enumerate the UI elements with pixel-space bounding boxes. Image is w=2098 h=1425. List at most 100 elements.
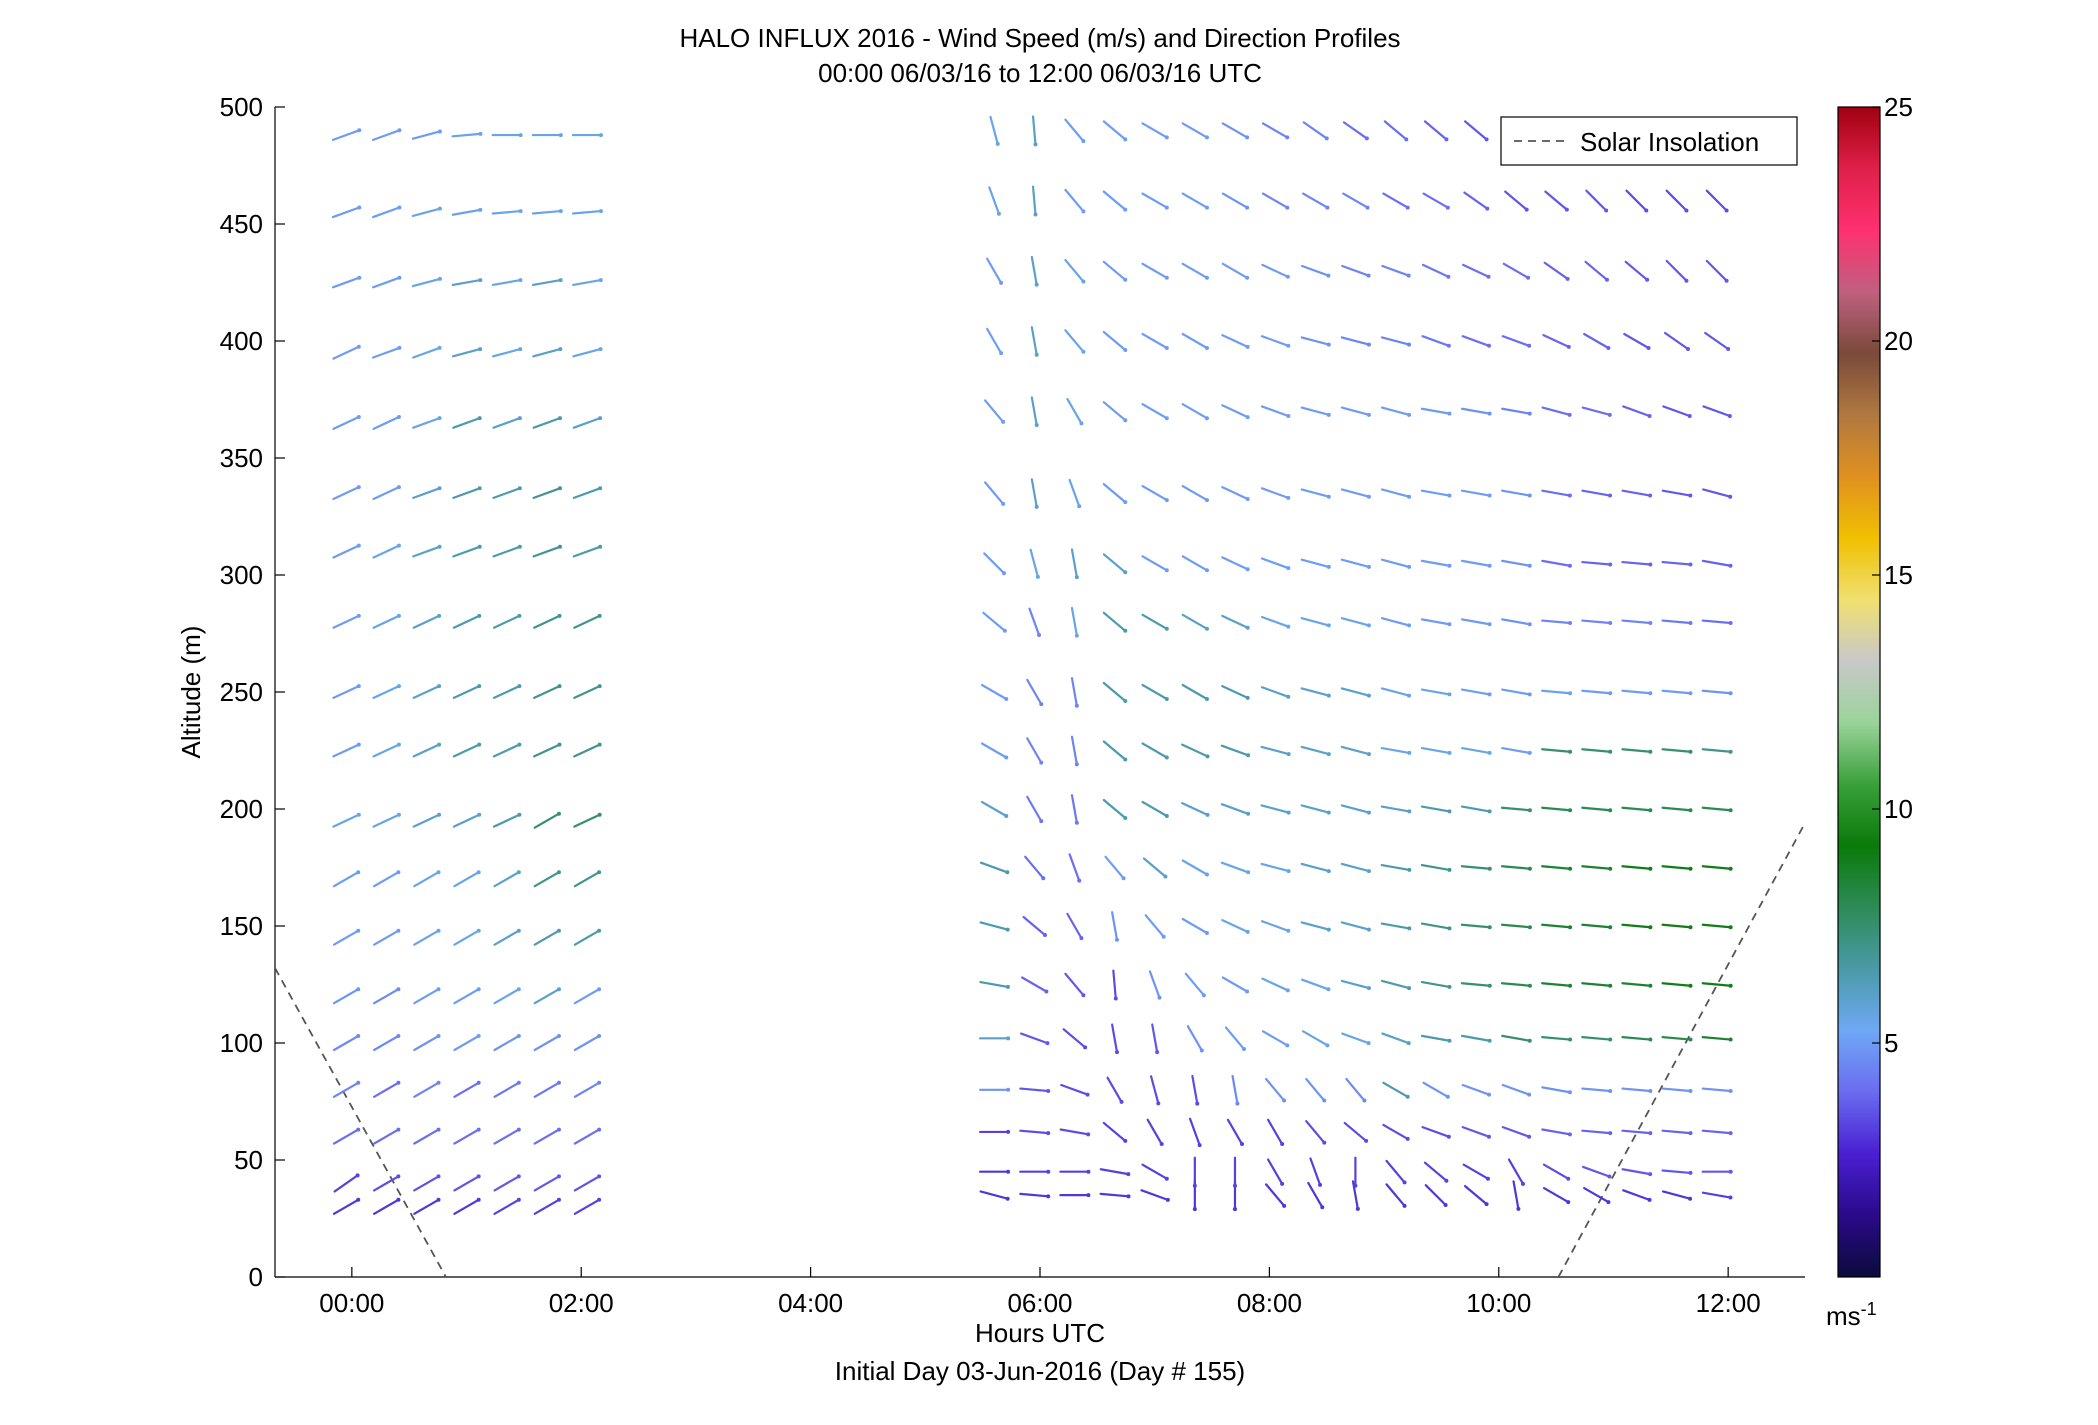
wind-vector — [979, 1087, 1011, 1092]
wind-vector — [1302, 1030, 1330, 1048]
wind-vector — [1141, 485, 1169, 503]
wind-vector — [572, 416, 603, 429]
wind-vector — [1300, 687, 1331, 698]
wind-vector — [1420, 489, 1452, 498]
wind-vector — [1265, 1077, 1287, 1103]
wind-vector — [1460, 1034, 1492, 1043]
wind-vector — [1181, 485, 1209, 503]
wind-vector — [413, 870, 441, 888]
wind-vector — [1261, 192, 1290, 210]
wind-vector — [411, 129, 442, 140]
axis-ticks: 00:00 02:00 04:00 06:00 08:00 10:00 12:00 0 50 10… — [220, 92, 1761, 1318]
wind-vector — [1420, 407, 1452, 416]
wind-vector — [1221, 192, 1250, 210]
wind-vector — [1581, 1087, 1613, 1094]
wind-vector — [1300, 617, 1331, 628]
x-tick-label: 10:00 — [1466, 1288, 1531, 1318]
wind-vector — [1541, 689, 1573, 696]
colorbar-unit-base: ms — [1826, 1301, 1861, 1331]
wind-vector — [1661, 1035, 1693, 1042]
wind-vector — [1064, 188, 1086, 214]
wind-vector — [1232, 1156, 1237, 1188]
wind-vector — [1701, 748, 1733, 754]
wind-vector — [1701, 559, 1733, 568]
x-tick-label: 02:00 — [549, 1288, 614, 1318]
wind-vector — [532, 486, 562, 499]
wind-vector — [1030, 326, 1039, 357]
wind-vector — [1221, 262, 1250, 280]
wind-vector — [1341, 1032, 1371, 1046]
wind-vector — [1420, 863, 1452, 872]
wind-vector — [1420, 980, 1452, 989]
wind-vector — [1302, 121, 1329, 141]
wind-vector — [1701, 1191, 1733, 1200]
wind-vector — [533, 1034, 561, 1052]
wind-vector — [1030, 396, 1039, 427]
wind-vector — [1701, 1087, 1733, 1094]
wind-vector — [1301, 978, 1331, 992]
wind-vector — [332, 1127, 361, 1145]
colorbar-unit: ms-1 — [1826, 1299, 1877, 1331]
wind-vector — [1500, 982, 1532, 988]
wind-vector — [413, 987, 441, 1005]
wind-vector — [332, 870, 361, 888]
wind-vector — [1112, 969, 1118, 1001]
wind-vector — [1260, 335, 1291, 348]
wind-vector — [1501, 335, 1532, 348]
wind-vector — [1542, 1186, 1571, 1205]
wind-vector — [1305, 1120, 1327, 1145]
wind-vector — [573, 613, 602, 629]
wind-vector — [979, 980, 1010, 989]
wind-vector — [1380, 406, 1412, 417]
wind-vector — [1422, 1081, 1450, 1099]
wind-vector — [493, 987, 521, 1005]
wind-vector — [1661, 560, 1693, 567]
wind-vector — [452, 416, 482, 429]
wind-vector — [373, 1034, 401, 1052]
wind-vector — [1501, 407, 1532, 416]
wind-vector — [1111, 1023, 1119, 1055]
wind-vector — [1581, 489, 1613, 498]
wind-vector — [413, 1197, 441, 1215]
wind-vector — [452, 544, 482, 558]
wind-vector — [1029, 548, 1040, 579]
wind-vector — [573, 928, 602, 946]
wind-vector — [1460, 865, 1492, 871]
wind-vector — [1661, 1087, 1693, 1094]
wind-vector — [1623, 332, 1651, 350]
wind-vector — [1621, 982, 1653, 988]
wind-vector — [1260, 487, 1291, 500]
wind-vector — [1661, 1190, 1693, 1201]
wind-vector — [1420, 746, 1452, 755]
wind-vector — [1146, 1118, 1164, 1147]
wind-vector — [1380, 805, 1412, 814]
wind-vector — [979, 1190, 1010, 1201]
wind-vector — [493, 1127, 521, 1145]
wind-vector — [532, 544, 562, 558]
wind-vector — [373, 1127, 401, 1145]
wind-vector — [1343, 1121, 1369, 1143]
wind-vector — [1621, 748, 1653, 754]
wind-vector — [1181, 262, 1209, 280]
wind-vector — [373, 1174, 401, 1192]
wind-vector — [572, 544, 603, 558]
wind-vector — [1141, 742, 1169, 760]
wind-vector — [1423, 120, 1449, 142]
wind-vector — [1583, 332, 1611, 350]
wind-vector — [1421, 263, 1451, 279]
wind-vector — [1102, 798, 1128, 820]
wind-vector — [1464, 120, 1489, 142]
wind-vector — [453, 1080, 481, 1098]
wind-vector — [1512, 1180, 1521, 1211]
wind-vector — [1260, 745, 1291, 757]
wind-vector — [1701, 923, 1733, 930]
chart-subtitle: 00:00 06/03/16 to 12:00 06/03/16 UTC — [818, 58, 1262, 88]
colorbar-ticks: 5 10 15 20 25 — [1872, 92, 1913, 1058]
wind-vector — [331, 205, 362, 219]
wind-vector — [1102, 740, 1128, 762]
wind-vector — [1221, 404, 1250, 420]
wind-vector — [986, 257, 1004, 285]
wind-vector — [1581, 748, 1613, 754]
wind-vector — [1031, 185, 1038, 217]
